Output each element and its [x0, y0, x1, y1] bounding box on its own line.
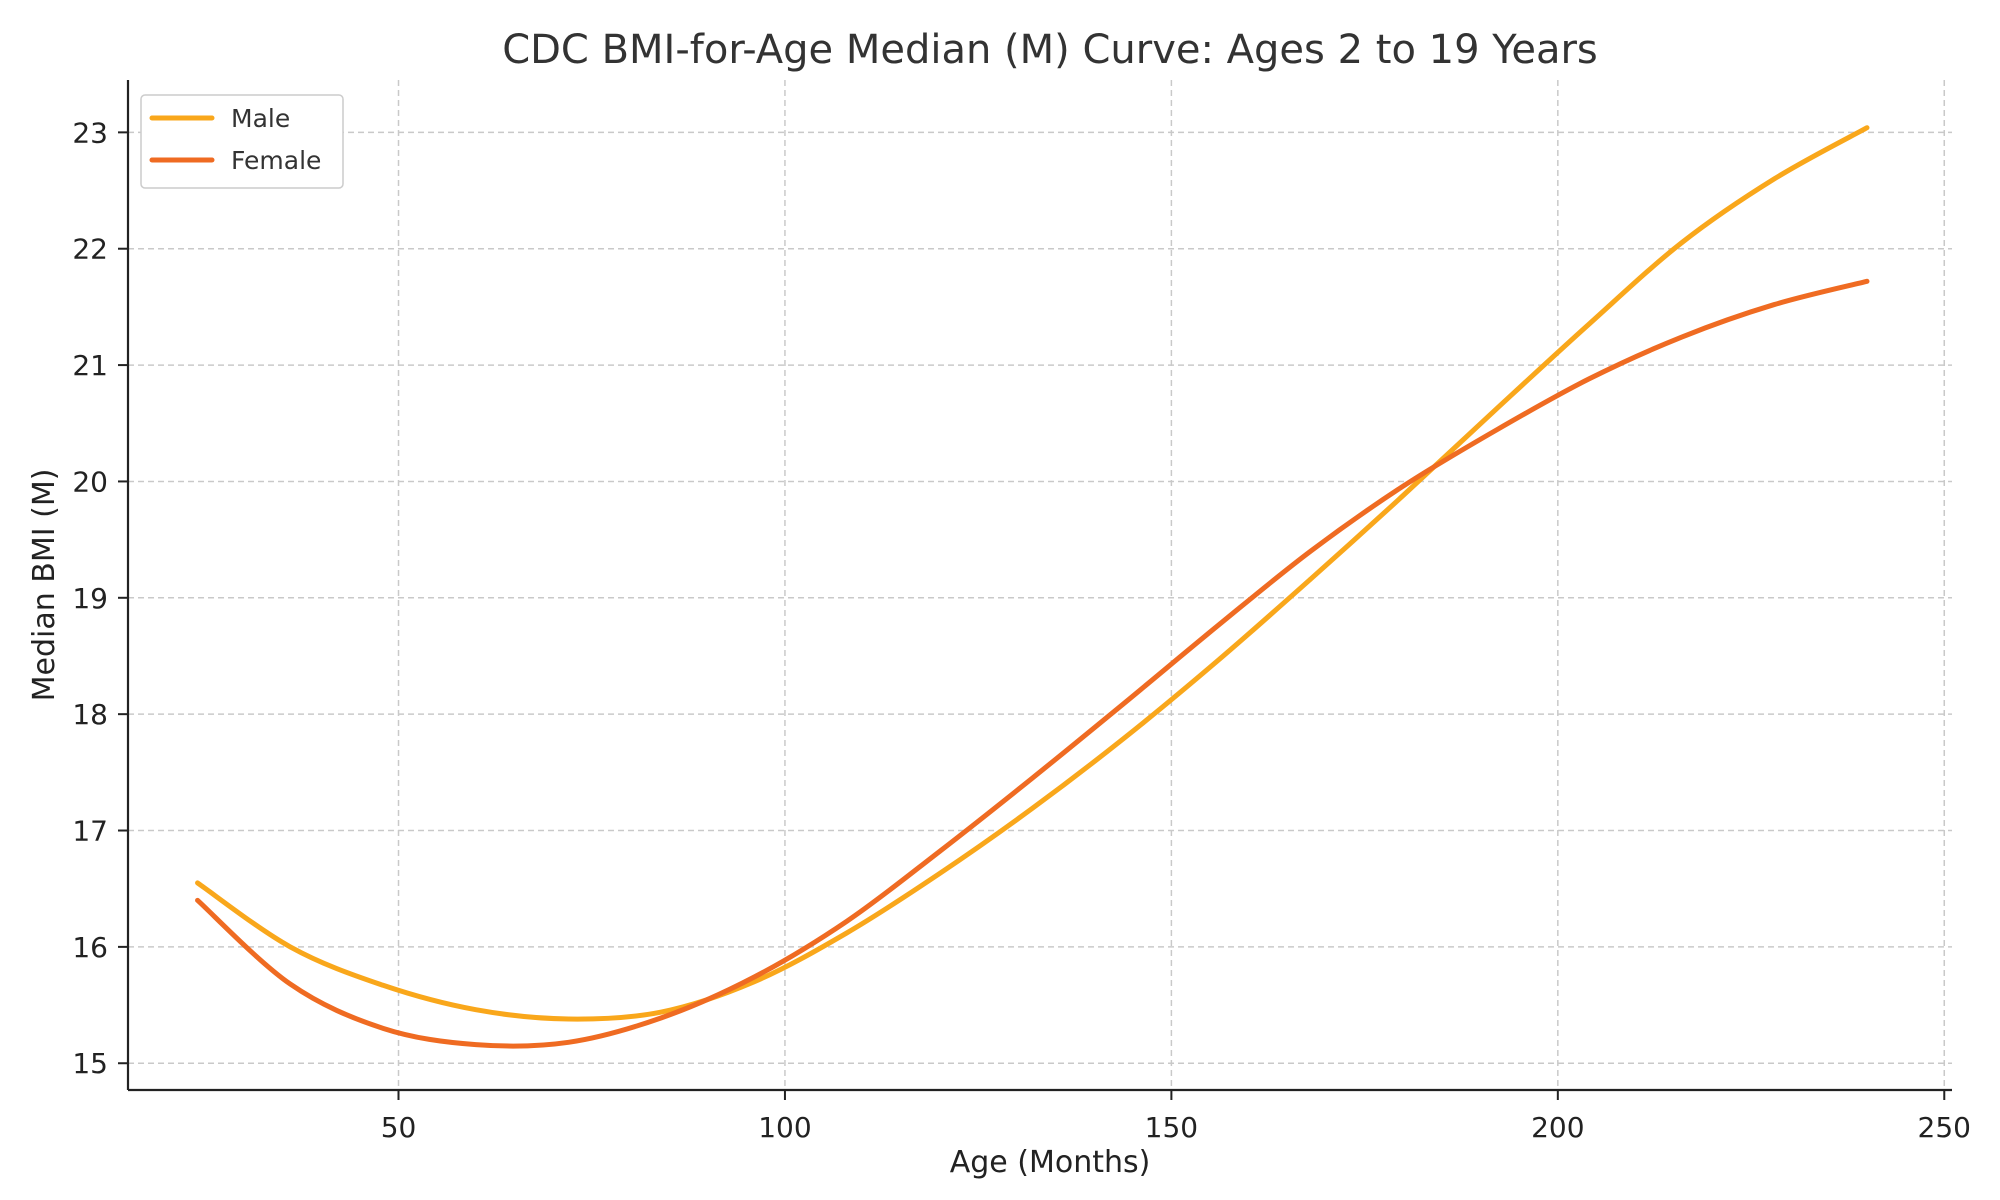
- legend-label-male: Male: [231, 104, 290, 133]
- y-tick-label-17: 17: [72, 815, 108, 848]
- y-tick-label-23: 23: [72, 116, 108, 149]
- y-axis-label: Median BMI (M): [27, 469, 62, 702]
- y-tick-label-16: 16: [72, 931, 108, 964]
- grid-layer: [128, 80, 1952, 1090]
- series-layer: [195, 125, 1870, 1049]
- x-tick-label-200: 200: [1531, 1111, 1584, 1144]
- x-tick-label-250: 250: [1918, 1111, 1971, 1144]
- y-tick-label-21: 21: [72, 349, 108, 382]
- y-tick-label-20: 20: [72, 465, 108, 498]
- series-line-male: [195, 125, 1870, 1022]
- legend: Male Female: [140, 94, 344, 189]
- legend-label-female: Female: [231, 146, 321, 175]
- series-line-female: [195, 278, 1870, 1049]
- y-tick-label-22: 22: [72, 233, 108, 266]
- x-tick-label-100: 100: [758, 1111, 811, 1144]
- y-tick-label-18: 18: [72, 698, 108, 731]
- chart-title: CDC BMI-for-Age Median (M) Curve: Ages 2…: [502, 27, 1598, 73]
- tick-layer: 50 100 150 200 250 15 16 17 18 19 20 21 22 23: [72, 116, 1971, 1144]
- y-tick-label-15: 15: [72, 1047, 108, 1080]
- x-axis-label: Age (Months): [950, 1145, 1151, 1180]
- y-tick-label-19: 19: [72, 582, 108, 615]
- x-tick-label-50: 50: [381, 1111, 417, 1144]
- x-tick-label-150: 150: [1145, 1111, 1198, 1144]
